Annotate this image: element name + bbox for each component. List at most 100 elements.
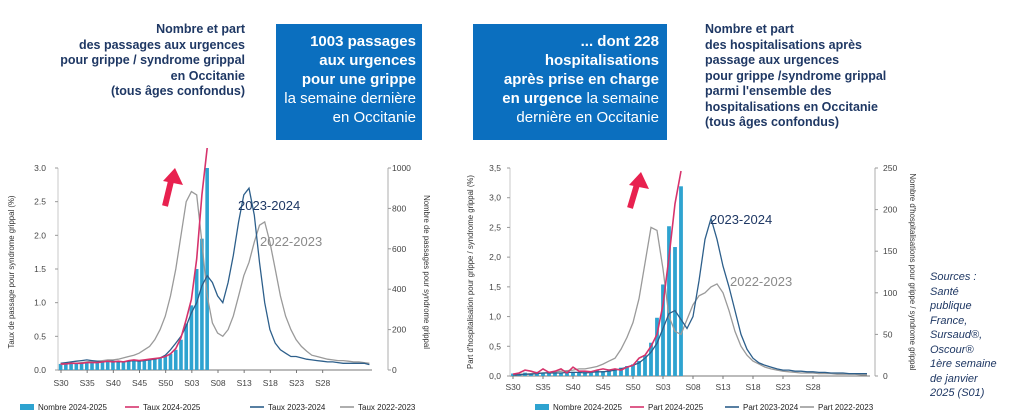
chart-hospitalisations: 0,0 0,5 1,0 1,5 2,0 2,5 3,0 3,5 0 50 100 150 200 250 S… [466,163,917,412]
bar-nombre-2024-2025 [173,349,178,370]
callout-hospitalisations: ... dont 228 hospitalisations après pris… [473,24,667,140]
caption-left-line: des passages aux urgences [78,37,245,52]
callout-2-bold: ... dont 228 [580,33,659,50]
trend-up-arrowhead-icon [163,168,183,185]
y2-tick-label: 800 [392,203,406,213]
legend-swatch-bar [535,404,549,410]
bar-nombre-2024-2025 [595,370,599,376]
sources-line: France, [930,314,968,327]
bar-nombre-2024-2025 [116,361,120,370]
x-tick-label: S13 [715,382,730,392]
chart-2-y2label: Nombre d'hospitalisations pour grippe / … [908,174,917,371]
y2-tick-label: 150 [883,246,897,256]
bar-nombre-2024-2025 [111,361,115,370]
x-tick-label: S40 [565,382,580,392]
caption-right-line: (tous âges confondus) [705,115,840,129]
x-tick-label: S08 [685,382,700,392]
x-tick-label: S28 [315,378,330,388]
bar-nombre-2024-2025 [189,305,194,370]
y2-tick-label: 200 [883,205,897,215]
sources-line: Sources : [930,271,977,283]
bar-nombre-2024-2025 [571,371,575,376]
chart-passages-urgences: 0.0 0.5 1.0 1.5 2.0 2.5 3.0 0 200 400 600 800 1000 S3… [7,148,431,412]
y-tick-label: 0.0 [34,365,46,375]
x-tick-label: S30 [505,382,520,392]
bar-nombre-2024-2025 [667,226,671,376]
y-tick-label: 2,0 [489,252,501,262]
line-2022-2023 [60,190,370,366]
bar-nombre-2024-2025 [541,372,545,376]
x-tick-label: S40 [106,378,121,388]
x-tick-label: S23 [775,382,790,392]
callout-2-bold: en urgence [502,90,583,107]
legend-label: Nombre 2024-2025 [38,403,107,412]
annotation-2022-2023: 2022-2023 [730,274,792,289]
x-tick-label: S23 [289,378,304,388]
legend-label: Taux 2023-2024 [268,403,326,412]
callout-1-bold: 1003 passages [310,33,416,50]
callout-2-bold: après prise en charge [503,71,659,88]
caption-right-line: des hospitalisations après [705,37,862,52]
bar-nombre-2024-2025 [58,363,63,370]
bar-nombre-2024-2025 [79,362,84,370]
y-tick-label: 1,0 [489,312,501,322]
caption-right-line: passage aux urgences [705,53,840,67]
sources-line: Oscour® [930,343,974,356]
caption-left-line: Nombre et part [156,22,245,36]
bar-nombre-2024-2025 [577,372,581,376]
bar-nombre-2024-2025 [184,323,189,370]
line-2023-2024 [513,216,867,376]
bar-nombre-2024-2025 [649,342,653,376]
bar-nombre-2024-2025 [607,369,611,376]
callout-passages: 1003 passages aux urgences pour une grip… [276,24,422,140]
bar-nombre-2024-2025 [625,366,629,376]
bar-nombre-2024-2025 [619,367,623,376]
chart-1-y2label: Nombre de passages pour syndrome grippal [422,195,431,349]
sources-line: Sursaud®, [930,329,983,341]
caption-right-line: parmi l'ensemble des [705,84,832,98]
x-tick-label: S35 [535,382,550,392]
bar-nombre-2024-2025 [601,371,605,376]
annotation-2023-2024: 2023-2024 [238,198,300,213]
callout-1-bold: aux urgences [319,52,416,69]
bar-nombre-2024-2025 [547,373,551,376]
callout-1-bold: pour une grippe [301,71,416,88]
x-tick-label: S28 [805,382,820,392]
chart-2-marks: 0,0 0,5 1,0 1,5 2,0 2,5 3,0 3,5 0 50 100 150 200 250 S… [489,163,897,412]
y-tick-label: 3,0 [489,193,501,203]
chart-2-ylabel: Part d'hospitalisation pour grippe / syn… [466,175,475,369]
legend-label: Taux 2022-2023 [358,403,416,412]
callout-2-bold: hospitalisations [544,52,659,69]
legend-label: Part 2023-2024 [743,403,799,412]
bar-nombre-2024-2025 [84,362,89,370]
chart-1-ylabel: Taux de passage pour syndrome grippal (%… [7,195,16,348]
caption-right: Nombre et part des hospitalisations aprè… [705,22,945,131]
y2-tick-label: 0 [392,365,397,375]
bar-nombre-2024-2025 [100,361,105,370]
line-current-season [60,148,208,365]
bar-nombre-2024-2025 [95,362,100,370]
caption-right-line: Nombre et part [705,22,794,36]
bar-nombre-2024-2025 [613,368,617,376]
y-tick-label: 3.0 [34,163,46,173]
line-2022-2023 [512,226,867,376]
bar-nombre-2024-2025 [121,361,126,370]
bar-nombre-2024-2025 [589,371,593,376]
callout-1-text: en Occitanie [332,109,416,126]
bar-nombre-2024-2025 [142,359,147,370]
y-tick-label: 0,5 [489,341,501,351]
bar-nombre-2024-2025 [153,358,157,370]
bar-nombre-2024-2025 [200,238,204,370]
sources-line: de janvier [930,372,978,385]
bar-nombre-2024-2025 [126,360,131,370]
x-tick-label: S50 [158,378,173,388]
legend-label: Part 2024-2025 [648,403,704,412]
bar-nombre-2024-2025 [137,360,141,370]
legend-label: Taux 2024-2025 [143,403,201,412]
y-tick-label: 1.0 [34,298,46,308]
caption-right-line: hospitalisations en Occitanie [705,99,878,114]
caption-left-line: (tous âges confondus) [110,84,245,98]
bar-nombre-2024-2025 [553,371,557,376]
y2-tick-label: 0 [883,371,888,381]
bar-nombre-2024-2025 [74,363,79,370]
